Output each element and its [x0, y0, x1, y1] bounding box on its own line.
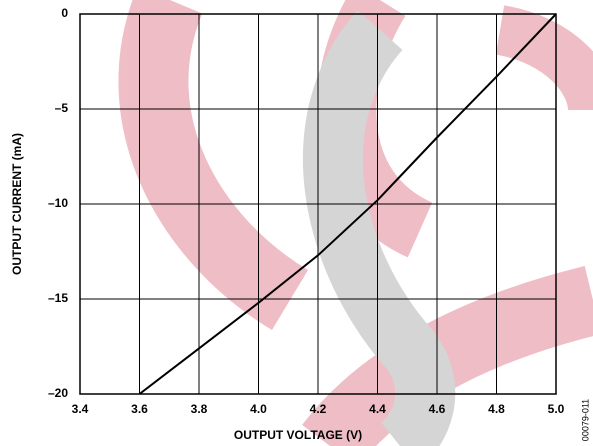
watermark-arc [302, 265, 593, 446]
x-tick-label: 3.6 [131, 402, 148, 416]
x-tick-label: 4.4 [369, 402, 386, 416]
figure-note: 00079-011 [580, 399, 590, 441]
plot-frame [79, 13, 557, 395]
x-tick-label: 4.2 [310, 402, 327, 416]
y-tick-label: –20 [48, 386, 68, 400]
x-tick-label: 4.0 [250, 402, 267, 416]
x-tick-label: 4.8 [488, 402, 505, 416]
x-tick-label: 3.4 [72, 402, 89, 416]
x-tick-label: 3.8 [191, 402, 208, 416]
watermark [118, 0, 593, 446]
y-tick-label: –15 [48, 291, 68, 305]
x-tick-label: 5.0 [548, 402, 565, 416]
y-axis-title: OUTPUT CURRENT (mA) [10, 133, 24, 275]
data-line [138, 13, 557, 395]
watermark-arc [118, 0, 309, 331]
y-tick-label: –5 [55, 101, 69, 115]
y-tick-label: –10 [48, 196, 68, 210]
watermark-arc [494, 5, 593, 113]
x-tick-label: 4.6 [429, 402, 446, 416]
x-axis-title: OUTPUT VOLTAGE (V) [234, 428, 362, 442]
y-tick-label: 0 [61, 6, 68, 20]
watermark-arc [316, 0, 434, 258]
